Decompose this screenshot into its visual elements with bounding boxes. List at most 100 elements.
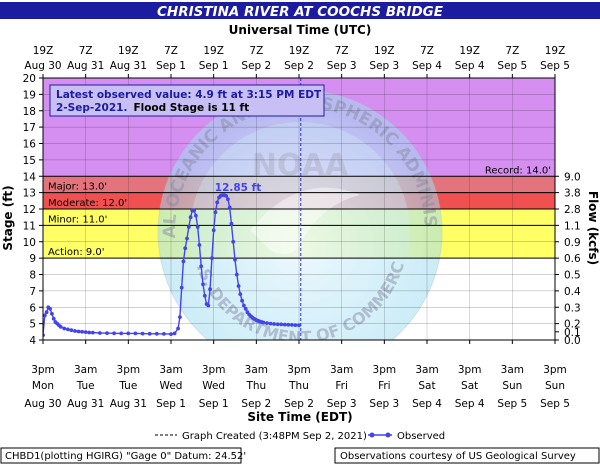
site-time-tick-day: Thu	[288, 380, 309, 392]
observed-point	[229, 221, 234, 226]
utc-tick-date: Sep 3	[369, 60, 399, 72]
observed-point	[50, 311, 54, 316]
flow-tick-label: 0.3	[564, 302, 581, 314]
flow-tick-label: 0.1	[564, 327, 581, 339]
stage-tick-label: 15	[23, 155, 36, 167]
observed-point	[172, 331, 177, 336]
utc-tick-label: 7Z	[79, 45, 93, 57]
footer-left-text: CHBD1(plotting HGIRG) "Gage 0" Datum: 24…	[5, 451, 246, 462]
site-time-tick-label: 3pm	[458, 364, 482, 376]
observed-series	[43, 193, 301, 337]
flood-label-action: Action: 9.0'	[48, 247, 105, 258]
flow-tick-label: 9.0	[564, 171, 581, 183]
site-time-tick-day: Sat	[418, 380, 435, 392]
site-time-tick-day: Tue	[76, 380, 95, 392]
utc-tick-label: 19Z	[33, 45, 54, 57]
utc-tick-date: Sep 5	[497, 60, 527, 72]
info-box-line2: 2-Sep-2021. Flood Stage is 11 ft	[56, 102, 249, 114]
observed-point	[181, 259, 186, 264]
observed-point	[279, 322, 284, 327]
flow-tick-label: 0.4	[564, 286, 581, 298]
stage-tick-label: 14	[23, 171, 37, 183]
observed-point	[240, 298, 245, 303]
observed-point	[51, 316, 56, 321]
info-box-line1: Latest observed value: 4.9 ft at 3:15 PM…	[56, 89, 322, 101]
observed-point	[215, 200, 220, 205]
observed-point	[208, 287, 213, 292]
site-time-tick-label: 3pm	[117, 364, 141, 376]
stage-tick-label: 20	[23, 73, 36, 85]
left-axis-label: Stage (ft)	[1, 185, 15, 250]
observed-point	[213, 210, 218, 215]
observed-point	[112, 331, 116, 336]
site-time-tick-day: Sun	[545, 380, 565, 392]
info-box-flood-stage: Flood Stage is 11 ft	[133, 102, 249, 114]
site-time-tick-label: 3am	[330, 364, 353, 376]
stage-tick-label: 7	[29, 286, 36, 298]
stage-tick-label: 17	[23, 122, 36, 134]
observed-point	[201, 282, 205, 287]
flow-tick-label: 0.0	[564, 335, 581, 347]
observed-point	[169, 332, 173, 336]
observed-point	[290, 323, 294, 327]
site-time-tick-day: Sat	[461, 380, 478, 392]
utc-tick-label: 19Z	[545, 45, 566, 57]
utc-tick-date: Sep 3	[327, 60, 357, 72]
legend-observed-marker	[369, 432, 375, 438]
observed-point	[176, 326, 181, 331]
flow-tick-label: 0.5	[564, 270, 581, 282]
bottom-axis-label: Site Time (EDT)	[247, 410, 352, 424]
observed-point	[62, 326, 67, 331]
flow-tick-label: 1.1	[564, 220, 581, 232]
utc-tick-label: 19Z	[459, 45, 480, 57]
observed-point	[231, 239, 236, 244]
observed-point	[43, 313, 47, 318]
utc-tick-label: 19Z	[289, 45, 310, 57]
utc-tick-label: 19Z	[374, 45, 395, 57]
flow-tick-label: 0.9	[564, 237, 581, 249]
flow-axis-ticks: 9.0 3.8 2.8 1.1 0.9 0.6 0.5 0.4 0.3 0.20.10.0	[555, 171, 581, 347]
observed-point	[233, 257, 237, 262]
flood-label-record: Record: 14.0'	[485, 165, 551, 176]
noaa-gull-icon	[250, 187, 360, 254]
observed-point	[58, 325, 63, 329]
site-time-tick-day: Tue	[118, 380, 137, 392]
observed-point	[179, 285, 184, 290]
observed-point	[188, 215, 193, 220]
observed-point	[126, 331, 131, 336]
site-time-tick-date: Aug 30	[24, 398, 61, 410]
site-time-tick-label: 3am	[245, 364, 268, 376]
observed-point	[238, 292, 243, 296]
stage-tick-label: 9	[29, 253, 36, 265]
stage-tick-label: 13	[23, 188, 36, 200]
observed-point	[210, 256, 214, 260]
flow-tick-label: 2.8	[564, 204, 581, 216]
site-time-tick-date: Sep 4	[455, 398, 485, 410]
utc-tick-date: Sep 2	[284, 60, 314, 72]
flood-label-minor: Minor: 11.0'	[48, 214, 107, 225]
legend-created-text: Graph Created (3:48PM Sep 2, 2021)	[182, 431, 367, 442]
footer-right-box	[334, 447, 600, 464]
observed-point	[297, 323, 301, 328]
flow-tick-label: 0.2	[564, 319, 581, 331]
observed-point	[69, 328, 74, 333]
observed-point	[66, 327, 70, 332]
stage-tick-label: 4	[29, 335, 36, 347]
utc-tick-date: Aug 31	[110, 60, 147, 72]
utc-tick-label: 19Z	[203, 45, 224, 57]
observed-point	[199, 264, 204, 269]
utc-tick-date: Aug 31	[67, 60, 104, 72]
stage-axis-ticks: 4 5 6 7 8 9 10 11 12 13 14 15 16 17 18 19 20	[23, 73, 43, 347]
observed-point	[162, 332, 166, 336]
utc-tick-label: 7Z	[249, 45, 263, 57]
utc-axis-ticks: 19Z Aug 30 7Z Aug 31 19Z Aug 31 7Z Sep 1 19Z Sep …	[24, 45, 570, 78]
site-time-tick-day: Thu	[245, 380, 266, 392]
utc-tick-date: Sep 2	[241, 60, 271, 72]
site-time-tick-date: Sep 5	[497, 398, 527, 410]
observed-point	[98, 331, 102, 335]
site-time-tick-label: 3am	[159, 364, 182, 376]
observed-point	[226, 197, 230, 202]
observed-point	[194, 213, 198, 218]
utc-tick-label: 7Z	[420, 45, 434, 57]
